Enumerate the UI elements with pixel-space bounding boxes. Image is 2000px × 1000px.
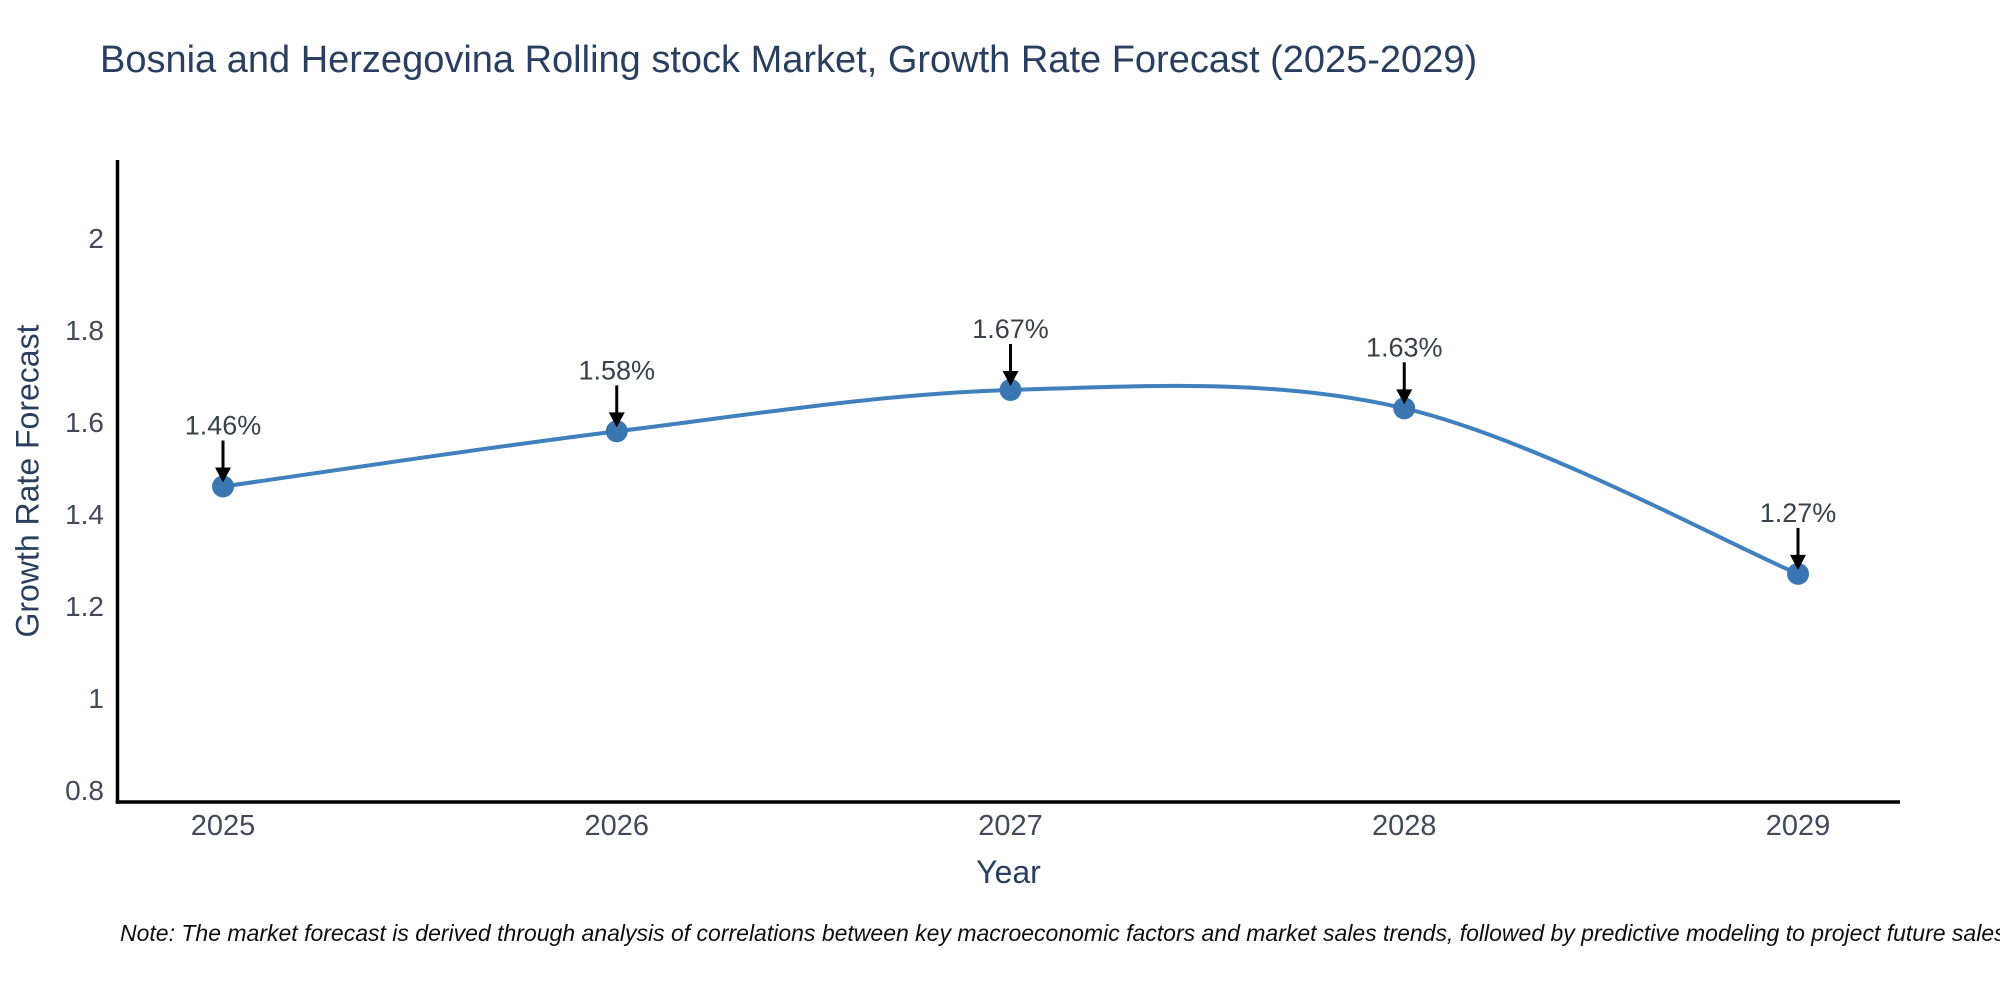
data-label-2027: 1.67% bbox=[972, 314, 1049, 344]
data-point-marker-2029 bbox=[1787, 562, 1809, 585]
x-tick-label-2025: 2025 bbox=[191, 810, 256, 842]
y-tick-label-0.8: 0.8 bbox=[65, 775, 104, 806]
series-line bbox=[222, 383, 1799, 576]
data-point-marker-2025 bbox=[212, 475, 234, 498]
y-tick-label-1.2: 1.2 bbox=[65, 591, 104, 622]
annotation-arrowhead-2027 bbox=[1002, 370, 1019, 386]
x-tick-label-2026: 2026 bbox=[584, 810, 649, 842]
y-tick-label-1.8: 1.8 bbox=[65, 315, 104, 346]
data-label-2029: 1.27% bbox=[1760, 498, 1837, 528]
y-tick-label-1.4: 1.4 bbox=[65, 499, 104, 530]
data-point-marker-2028 bbox=[1393, 397, 1416, 420]
data-label-2026: 1.58% bbox=[578, 355, 655, 385]
chart-title: Bosnia and Herzegovina Rolling stock Mar… bbox=[100, 39, 1478, 81]
x-tick-label-2027: 2027 bbox=[978, 810, 1043, 842]
y-tick-label-1.6: 1.6 bbox=[65, 407, 104, 438]
y-axis-title: Growth Rate Forecast bbox=[9, 324, 46, 638]
y-tick-label-1: 1 bbox=[88, 683, 104, 714]
data-point-marker-2027 bbox=[999, 378, 1022, 401]
footnote: Note: The market forecast is derived thr… bbox=[120, 920, 2000, 946]
annotation-arrowhead-2025 bbox=[215, 467, 231, 483]
x-axis-title: Year bbox=[976, 854, 1041, 890]
annotation-arrowhead-2026 bbox=[608, 412, 625, 428]
annotation-arrowhead-2029 bbox=[1790, 554, 1806, 570]
data-point-marker-2026 bbox=[605, 420, 628, 443]
x-tick-label-2028: 2028 bbox=[1372, 810, 1437, 842]
annotation-arrowhead-2028 bbox=[1396, 389, 1413, 405]
data-label-2028: 1.63% bbox=[1366, 332, 1443, 362]
data-label-2025: 1.46% bbox=[185, 411, 262, 441]
x-tick-label-2029: 2029 bbox=[1766, 810, 1831, 842]
y-tick-label-2: 2 bbox=[88, 223, 104, 254]
